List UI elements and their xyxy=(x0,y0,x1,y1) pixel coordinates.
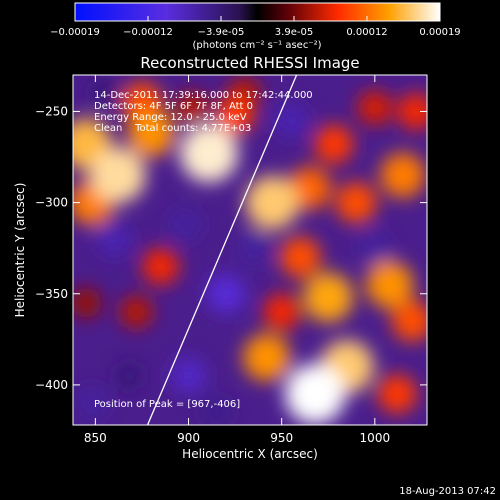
annotation-counts: Clean Total counts: 4.77E+03 xyxy=(94,123,251,134)
heatmap-blob xyxy=(273,103,309,138)
heatmap-blob xyxy=(89,147,146,204)
heatmap-blob xyxy=(96,221,132,257)
heatmap-blob xyxy=(142,247,179,285)
heatmap-blob xyxy=(391,300,427,342)
heatmap-blob xyxy=(243,333,291,382)
x-tick-label: 850 xyxy=(84,431,107,445)
heatmap-blob xyxy=(303,272,353,323)
colorbar-tick-label: −3.9e-05 xyxy=(198,27,245,38)
heatmap-blob xyxy=(358,231,392,265)
footer-date: 18-Aug-2013 07:42 xyxy=(399,486,496,497)
heatmap-blob xyxy=(377,374,417,414)
heatmap-blob xyxy=(127,109,175,158)
heatmap-blob xyxy=(90,79,119,108)
heatmap-blob xyxy=(380,152,426,198)
colorbar-tick-label: 3.9e-05 xyxy=(275,27,313,38)
heatmap-blob xyxy=(75,386,108,420)
heatmap-blob xyxy=(201,396,232,425)
heatmap-blob xyxy=(120,295,153,329)
colorbar-tick-label: −0.00012 xyxy=(123,27,173,38)
x-axis-ticks: 850 900 950 1000 xyxy=(84,75,390,445)
plot-frame xyxy=(72,74,428,426)
annotation-energy-range: Energy Range: 12.0 - 25.0 keV xyxy=(94,112,247,123)
x-axis-label: Heliocentric X (arcsec) xyxy=(182,447,318,461)
x-tick-label: 900 xyxy=(177,431,200,445)
y-axis-label: Heliocentric Y (arcsec) xyxy=(13,183,27,318)
heatmap-blob xyxy=(215,95,255,135)
y-tick-label: −250 xyxy=(35,104,68,118)
heatmap-blob xyxy=(335,182,377,224)
heatmap-blob xyxy=(206,274,246,314)
heatmap-blob xyxy=(237,231,271,265)
x-tick-label: 1000 xyxy=(360,431,391,445)
heatmap-blob xyxy=(180,124,238,183)
heatmap-blob xyxy=(279,236,321,278)
heatmap-blob xyxy=(357,90,393,126)
heatmap-blob xyxy=(263,293,301,331)
annotation-time-range: 14-Dec-2011 17:39:16.000 to 17:42:44.000 xyxy=(94,90,313,101)
heatmap-blob xyxy=(170,357,207,395)
solar-limb-line xyxy=(146,75,298,425)
y-axis-ticks: −250 −300 −350 −400 xyxy=(35,104,427,392)
colorbar-tick-label: 0.00019 xyxy=(419,27,460,38)
y-tick-label: −350 xyxy=(35,287,68,301)
peak-position-label: Position of Peak = [967,-406] xyxy=(94,399,240,410)
y-tick-label: −400 xyxy=(35,378,68,392)
heatmap-blob xyxy=(285,364,346,425)
colorbar-ticks: −0.00019 −0.00012 −3.9e-05 3.9e-05 0.00012 0.… xyxy=(50,16,461,38)
heatmap-blob xyxy=(397,93,427,130)
colorbar xyxy=(74,2,441,22)
y-tick-label: −300 xyxy=(35,196,68,210)
observation-annotations: 14-Dec-2011 17:39:16.000 to 17:42:44.000… xyxy=(94,90,313,410)
x-tick-label: 950 xyxy=(270,431,293,445)
heatmap-blob xyxy=(114,361,144,390)
annotation-detectors: Detectors: 4F 5F 6F 7F 8F, Att 0 xyxy=(94,101,253,112)
heatmap-image xyxy=(73,76,427,425)
heatmap-blob xyxy=(314,124,354,164)
chart-title: Reconstructed RHESSI Image xyxy=(140,54,359,72)
heatmap-blob xyxy=(168,208,202,241)
heatmap-blob xyxy=(245,175,300,230)
colorbar-unit-label: (photons cm⁻² s⁻¹ asec⁻²) xyxy=(192,40,321,51)
heatmap-blob xyxy=(366,260,414,309)
colorbar-tick-label: −0.00019 xyxy=(50,27,100,38)
colorbar-tick-label: 0.00012 xyxy=(346,27,387,38)
heatmap-blob xyxy=(175,91,209,125)
heatmap-blob xyxy=(73,287,102,319)
